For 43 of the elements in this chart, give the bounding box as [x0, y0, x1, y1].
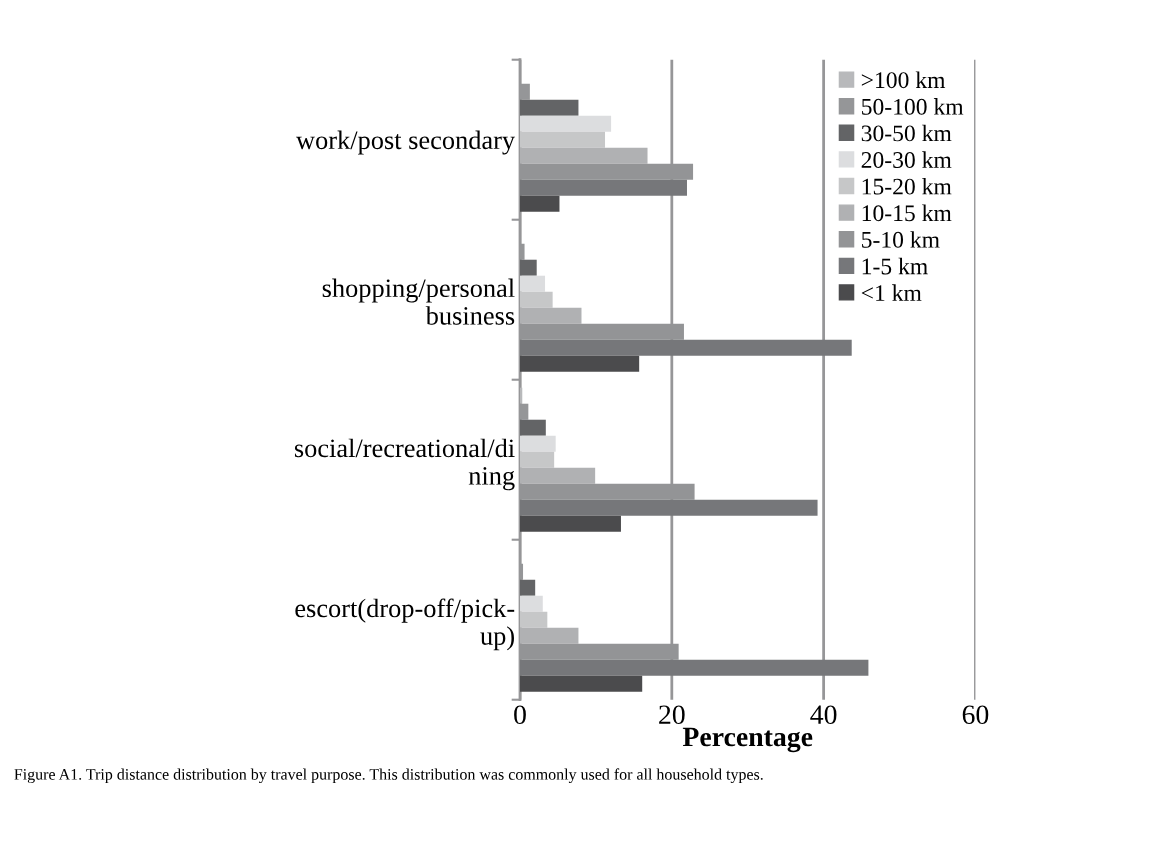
y-tick-label: escort(drop-off/pick- up): [295, 598, 515, 651]
bar: [520, 659, 869, 676]
bar: [520, 131, 606, 148]
bar: [520, 675, 643, 692]
bar: [520, 179, 687, 196]
legend-label: 30-50 km: [861, 124, 952, 142]
y-tick-label: shopping/personal business: [322, 278, 515, 325]
legend-label: 20-30 km: [861, 151, 952, 168]
bar: [520, 451, 555, 468]
legend-label: 1-5 km: [862, 257, 928, 275]
bar: [520, 307, 582, 324]
bar: [520, 259, 537, 276]
x-tick-label: 20: [659, 705, 685, 725]
x-tick-label: 0: [514, 705, 526, 725]
bar: [520, 515, 621, 532]
bar: [520, 579, 536, 596]
bar: [520, 355, 640, 372]
bar: [520, 419, 546, 436]
bar: [520, 99, 579, 116]
legend-label: 5-10 km: [862, 231, 940, 248]
bar: [520, 275, 546, 292]
legend-label: <1 km: [861, 284, 922, 301]
caption: Figure A1. Trip distance distribution by travel purpose. This distribution was commonly used for all household types.: [14, 768, 763, 784]
bar: [520, 435, 556, 452]
legend-label: 50-100 km: [862, 98, 964, 115]
bar: [520, 339, 852, 356]
x-tick-label: 40: [810, 705, 837, 725]
x-tick-label: 60: [962, 705, 989, 725]
legend-label: 10-15 km: [862, 204, 952, 222]
bar: [520, 627, 579, 644]
bar: [520, 115, 612, 132]
y-tick-label: social/recreational/di ning: [294, 438, 515, 491]
bar: [520, 595, 543, 612]
bar: [520, 291, 553, 308]
bar: [520, 195, 560, 212]
bar: [520, 499, 818, 516]
y-tick-label: work/post secondary: [296, 130, 516, 155]
bar: [520, 467, 596, 484]
legend-label: >100 km: [861, 71, 946, 89]
x-axis-title: Percentage: [682, 727, 813, 753]
bar: [520, 147, 648, 164]
bar: [520, 611, 548, 628]
legend-label: 15-20 km: [862, 177, 952, 195]
